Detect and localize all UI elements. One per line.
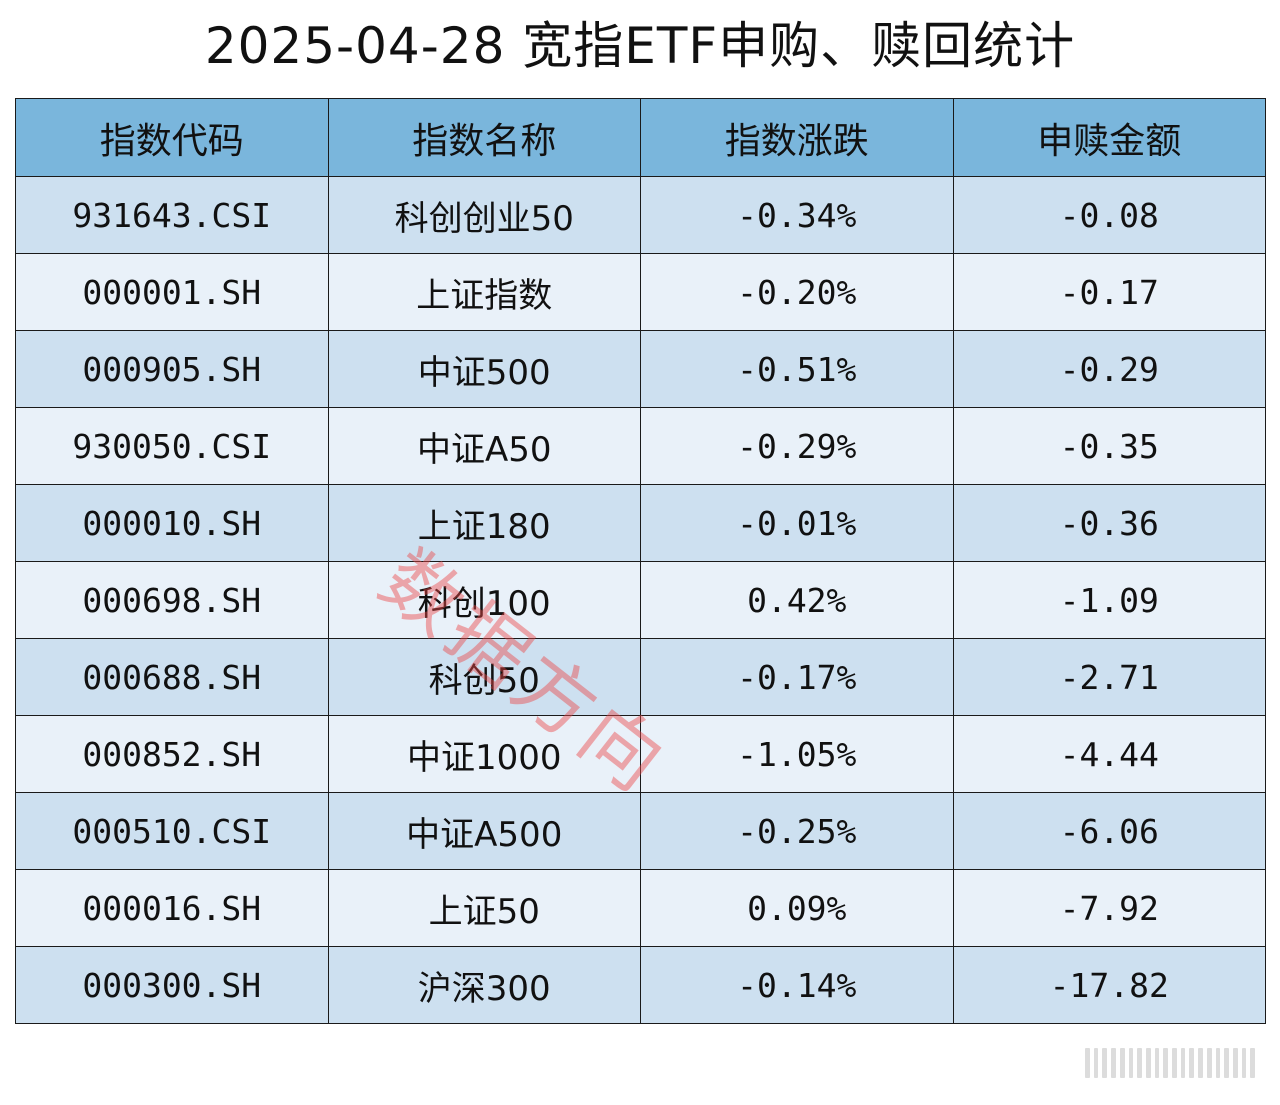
- cell-index-change: 0.09%: [640, 869, 954, 947]
- cell-index-code: 000510.CSI: [15, 792, 329, 870]
- page-title: 2025-04-28 宽指ETF申购、赎回统计: [204, 17, 1076, 75]
- cell-index-code: 000905.SH: [15, 330, 329, 408]
- cell-flow-amount: -4.44: [952, 715, 1266, 793]
- cell-index-name: 科创创业50: [327, 176, 641, 254]
- table-row: 000852.SH 中证1000 -1.05% -4.44: [15, 715, 1266, 793]
- table-row: 000001.SH 上证指数 -0.20% -0.17: [15, 253, 1266, 331]
- table-row: 000905.SH 中证500 -0.51% -0.29: [15, 330, 1266, 408]
- table-row: 000510.CSI 中证A500 -0.25% -6.06: [15, 792, 1266, 870]
- cell-index-name: 上证指数: [327, 253, 641, 331]
- table-header-row: 指数代码 指数名称 指数涨跌 申赎金额: [15, 98, 1266, 177]
- header-index-code: 指数代码: [15, 98, 329, 177]
- header-flow-amount: 申赎金额: [952, 98, 1266, 177]
- cell-flow-amount: -6.06: [952, 792, 1266, 870]
- table-row: 000698.SH 科创100 0.42% -1.09: [15, 561, 1266, 639]
- table-body: 931643.CSI 科创创业50 -0.34% -0.08 000001.SH 上证指数…: [15, 176, 1266, 1024]
- table-row: 931643.CSI 科创创业50 -0.34% -0.08: [15, 176, 1266, 254]
- cell-index-code: 000016.SH: [15, 869, 329, 947]
- cell-index-name: 中证A500: [327, 792, 641, 870]
- cell-flow-amount: -2.71: [952, 638, 1266, 716]
- cell-flow-amount: -0.36: [952, 484, 1266, 562]
- cell-index-code: 000852.SH: [15, 715, 329, 793]
- cell-index-code: 000698.SH: [15, 561, 329, 639]
- cell-index-change: -0.29%: [640, 407, 954, 485]
- cell-index-name: 上证50: [327, 869, 641, 947]
- cell-index-change: -0.25%: [640, 792, 954, 870]
- cell-flow-amount: -17.82: [952, 946, 1266, 1024]
- etf-flow-table: 指数代码 指数名称 指数涨跌 申赎金额 931643.CSI 科创创业50 -0.3…: [15, 98, 1266, 1024]
- cell-index-change: -0.34%: [640, 176, 954, 254]
- cell-index-name: 中证500: [327, 330, 641, 408]
- cell-index-change: -0.20%: [640, 253, 954, 331]
- cell-flow-amount: -0.08: [952, 176, 1266, 254]
- cell-index-name: 沪深300: [327, 946, 641, 1024]
- cell-index-change: -1.05%: [640, 715, 954, 793]
- cell-flow-amount: -1.09: [952, 561, 1266, 639]
- header-index-name: 指数名称: [327, 98, 641, 177]
- cell-index-change: -0.51%: [640, 330, 954, 408]
- cell-index-code: 000010.SH: [15, 484, 329, 562]
- cell-flow-amount: -0.29: [952, 330, 1266, 408]
- cell-index-name: 中证A50: [327, 407, 641, 485]
- cell-index-change: -0.17%: [640, 638, 954, 716]
- cell-index-change: -0.14%: [640, 946, 954, 1024]
- table-row: 930050.CSI 中证A50 -0.29% -0.35: [15, 407, 1266, 485]
- cell-flow-amount: -7.92: [952, 869, 1266, 947]
- header-index-change: 指数涨跌: [640, 98, 954, 177]
- cell-index-name: 科创100: [327, 561, 641, 639]
- table-row: 000688.SH 科创50 -0.17% -2.71: [15, 638, 1266, 716]
- cell-flow-amount: -0.17: [952, 253, 1266, 331]
- table-row: 000300.SH 沪深300 -0.14% -17.82: [15, 946, 1266, 1024]
- cell-index-code: 930050.CSI: [15, 407, 329, 485]
- table-row: 000010.SH 上证180 -0.01% -0.36: [15, 484, 1266, 562]
- cell-index-name: 上证180: [327, 484, 641, 562]
- cell-index-code: 000001.SH: [15, 253, 329, 331]
- source-logo: [1085, 1046, 1256, 1080]
- cell-index-code: 000688.SH: [15, 638, 329, 716]
- cell-index-name: 中证1000: [327, 715, 641, 793]
- cell-index-code: 000300.SH: [15, 946, 329, 1024]
- table-row: 000016.SH 上证50 0.09% -7.92: [15, 869, 1266, 947]
- cell-index-name: 科创50: [327, 638, 641, 716]
- cell-index-change: 0.42%: [640, 561, 954, 639]
- cell-index-change: -0.01%: [640, 484, 954, 562]
- cell-index-code: 931643.CSI: [15, 176, 329, 254]
- cell-flow-amount: -0.35: [952, 407, 1266, 485]
